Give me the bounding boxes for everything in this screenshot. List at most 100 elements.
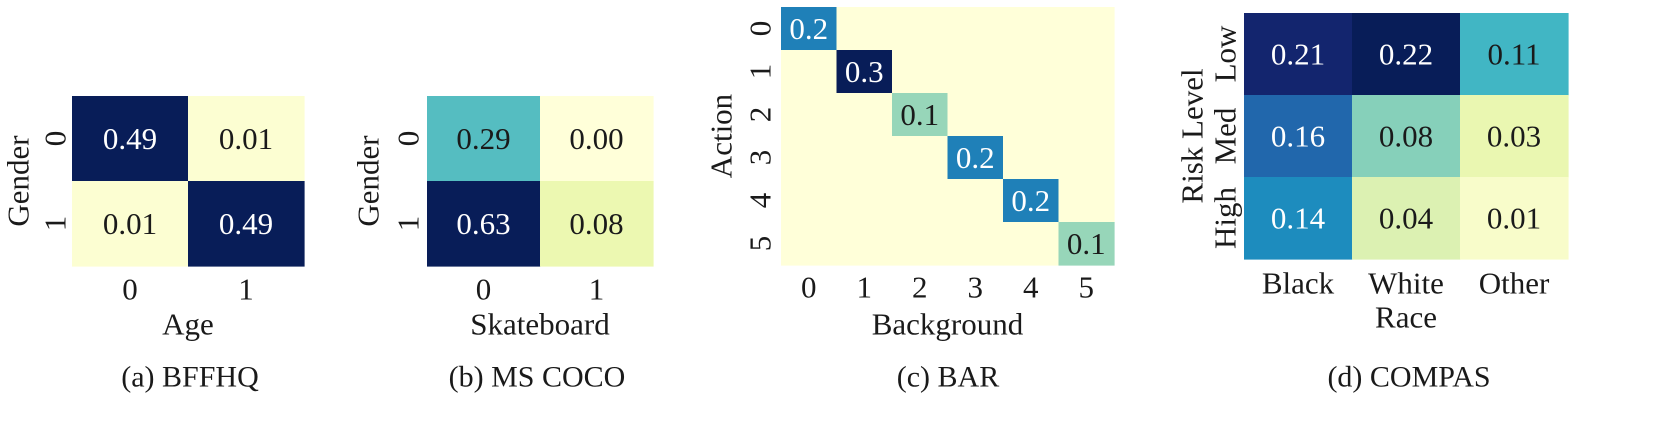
heatmap-cell xyxy=(540,96,654,182)
y-tick-label: 5 xyxy=(743,236,778,252)
cell-label: 0.22 xyxy=(1379,37,1433,72)
cell-label: 0.29 xyxy=(456,121,510,156)
heatmap-cell xyxy=(1003,50,1060,94)
heatmap-cell xyxy=(781,179,838,223)
cell-label: 0.49 xyxy=(219,206,273,241)
heatmap-cell xyxy=(1058,136,1115,180)
heatmap-cell xyxy=(1460,95,1569,178)
heatmap-cell xyxy=(1003,136,1060,180)
x-tick-label: 0 xyxy=(801,270,817,305)
heatmap-cell xyxy=(72,96,189,182)
cell-label: 0.2 xyxy=(1011,183,1050,218)
heatmap-cell xyxy=(188,181,305,267)
heatmap-cell xyxy=(781,136,838,180)
y-axis-label: Gender xyxy=(1,135,36,227)
cell-label: 0.14 xyxy=(1271,201,1326,236)
x-tick-label: Other xyxy=(1479,266,1550,301)
heatmap-cell xyxy=(947,222,1004,266)
y-tick-label: 1 xyxy=(38,216,73,232)
cell-label: 0.63 xyxy=(456,206,510,241)
x-tick-label: 2 xyxy=(912,270,928,305)
cell-label: 0.2 xyxy=(789,11,828,46)
heatmap-cell xyxy=(188,96,305,182)
cell-label: 0.04 xyxy=(1379,201,1434,236)
heatmap-cell xyxy=(836,222,893,266)
heatmap-cell xyxy=(892,222,949,266)
heatmap-cell xyxy=(1058,93,1115,137)
heatmap-cell xyxy=(836,136,893,180)
heatmap-cell xyxy=(947,179,1004,223)
x-axis-label: Race xyxy=(1375,300,1437,335)
y-axis-label: Action xyxy=(704,93,739,178)
heatmap-cell xyxy=(1460,13,1569,96)
heatmap-panel-3: 0.2 0.3 0.1 0.2 0.2 0.1 0 1 2 3 4 5 Background 0 1 2 3 4 5… xyxy=(704,7,1115,394)
y-tick-label: High xyxy=(1208,187,1243,250)
heatmap-cell xyxy=(1003,93,1060,137)
heatmap-cell xyxy=(892,50,949,94)
x-tick-label: 1 xyxy=(589,272,605,307)
cell-label: 0.21 xyxy=(1271,37,1325,72)
x-tick-label: White xyxy=(1368,266,1444,301)
y-tick-label: 4 xyxy=(743,192,778,208)
heatmap-cell xyxy=(1244,177,1353,260)
heatmap-cell xyxy=(892,7,949,51)
heatmap-cell xyxy=(836,50,893,94)
heatmap-cell xyxy=(781,222,838,266)
cell-label: 0.11 xyxy=(1487,37,1540,72)
panel-caption: (b) MS COCO xyxy=(449,361,626,394)
panel-caption: (a) BFFHQ xyxy=(121,361,259,394)
heatmap-cell xyxy=(1352,95,1461,178)
heatmap-cell xyxy=(892,93,949,137)
heatmap-cell xyxy=(947,93,1004,137)
heatmap-cell xyxy=(1003,179,1060,223)
x-tick-label: 0 xyxy=(476,272,492,307)
heatmap-cell xyxy=(72,181,189,267)
cell-label: 0.01 xyxy=(103,206,157,241)
x-tick-label: 1 xyxy=(238,272,254,307)
x-axis-label: Background xyxy=(872,307,1024,342)
heatmap-cell xyxy=(892,136,949,180)
cell-label: 0.08 xyxy=(1379,119,1433,154)
heatmap-cell xyxy=(836,179,893,223)
heatmap-cell xyxy=(540,181,654,267)
panel-caption: (d) COMPAS xyxy=(1327,361,1490,394)
x-axis-label: Age xyxy=(162,307,214,342)
y-tick-label: 0 xyxy=(38,131,73,147)
cell-label: 0.3 xyxy=(845,54,884,89)
heatmap-cell xyxy=(1058,7,1115,51)
heatmap-cell xyxy=(427,96,541,182)
y-tick-label: 2 xyxy=(743,107,778,123)
y-tick-label: 0 xyxy=(391,131,426,147)
y-tick-label: 1 xyxy=(743,64,778,80)
y-axis-label: Gender xyxy=(351,135,386,227)
heatmap-cell xyxy=(892,179,949,223)
heatmap-cell xyxy=(836,93,893,137)
cell-label: 0.03 xyxy=(1487,119,1541,154)
cell-label: 0.08 xyxy=(569,206,623,241)
x-tick-label: 0 xyxy=(122,272,138,307)
x-tick-label: Black xyxy=(1262,266,1335,301)
heatmap-cell xyxy=(1352,13,1461,96)
heatmap-cell xyxy=(1244,95,1353,178)
heatmap-cell xyxy=(1003,7,1060,51)
heatmap-cell xyxy=(1003,222,1060,266)
cell-label: 0.1 xyxy=(1067,226,1106,261)
y-tick-label: Low xyxy=(1208,25,1243,82)
heatmap-cell xyxy=(947,50,1004,94)
heatmap-cell xyxy=(781,93,838,137)
x-axis-label: Skateboard xyxy=(470,307,610,342)
heatmap-cell xyxy=(836,7,893,51)
cell-label: 0.49 xyxy=(103,121,157,156)
heatmap-cell xyxy=(781,7,838,51)
y-axis-label: Risk Level xyxy=(1175,68,1210,203)
panel-caption: (c) BAR xyxy=(897,361,999,394)
x-tick-label: 4 xyxy=(1023,270,1039,305)
heatmap-cell xyxy=(1352,177,1461,260)
heatmap-cell xyxy=(781,50,838,94)
cell-label: 0.1 xyxy=(900,97,939,132)
heatmap-panel-4: 0.21 0.22 0.11 0.16 0.08 0.03 0.14 0.04 0.01 Blac… xyxy=(1175,13,1569,394)
cell-label: 0.2 xyxy=(956,140,995,175)
heatmap-cell xyxy=(427,181,541,267)
